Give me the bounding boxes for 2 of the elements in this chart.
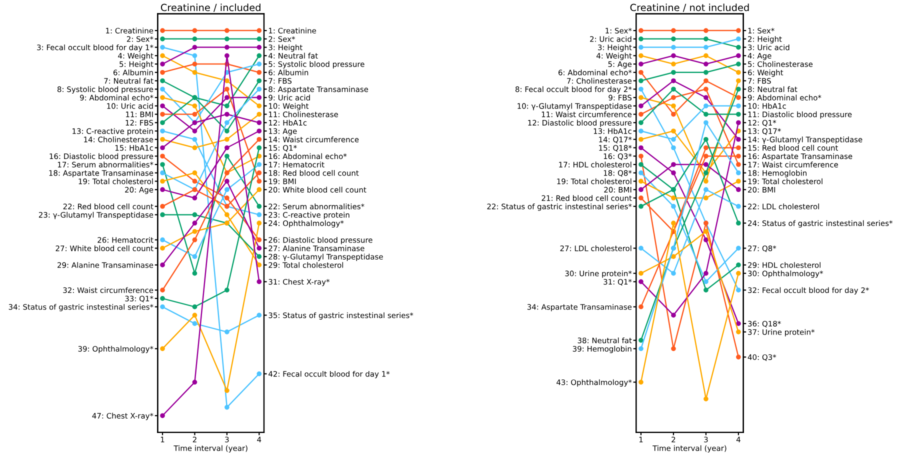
chart-title: Creatinine / included: [160, 4, 260, 12]
chart-title: Creatinine / not included: [630, 4, 749, 12]
